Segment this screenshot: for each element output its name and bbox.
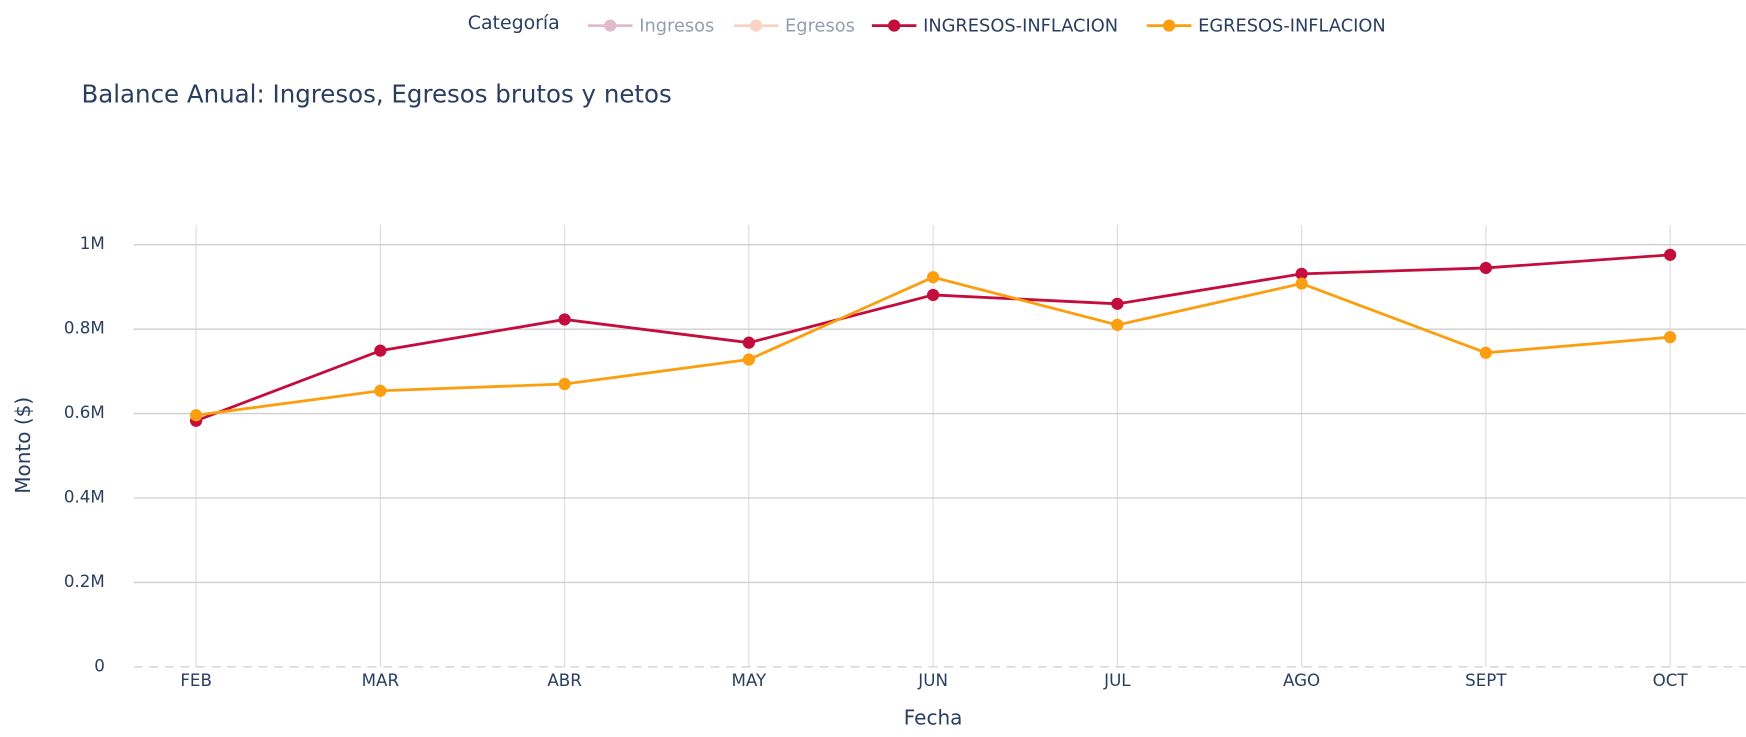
legend-item: EGRESOS-INFLACION: [1146, 16, 1386, 37]
data-point: [742, 336, 755, 349]
data-point: [189, 409, 203, 422]
x-tick-label: JUL: [1103, 671, 1131, 690]
legend-item: Ingresos: [587, 16, 714, 37]
x-tick-label: JUN: [917, 671, 948, 690]
data-point: [1111, 297, 1124, 310]
x-tick-label: OCT: [1653, 671, 1689, 690]
x-tick-label: SEPT: [1465, 671, 1507, 690]
data-point: [1663, 248, 1677, 261]
data-point: [1663, 331, 1677, 344]
legend-label: INGRESOS-INFLACION: [923, 16, 1118, 37]
data-point: [1479, 346, 1492, 359]
grid: [133, 224, 1746, 668]
legend-marker: [604, 19, 617, 32]
data-point: [558, 377, 571, 391]
data-point: [1111, 318, 1124, 332]
data-point: [742, 353, 755, 366]
legend-marker: [749, 19, 763, 32]
y-tick-label: 0.4M: [64, 488, 105, 507]
y-tick-label: 0: [94, 656, 105, 675]
data-point: [926, 271, 940, 284]
chart-title: Balance Anual: Ingresos, Egresos brutos …: [81, 80, 671, 109]
legend-item: Egresos: [733, 16, 855, 37]
x-tick-label: ABR: [547, 671, 582, 690]
data-point: [1295, 267, 1308, 280]
x-tick-label: MAY: [732, 671, 768, 690]
data-point: [558, 313, 571, 326]
data-point: [1295, 277, 1308, 290]
legend-marker: [1163, 19, 1176, 32]
data-point: [1479, 261, 1492, 275]
data-point: [374, 384, 387, 397]
data-point: [926, 288, 940, 302]
x-tick-label: FEB: [180, 671, 212, 690]
legend-label: EGRESOS-INFLACION: [1198, 16, 1386, 37]
y-axis-title: Monto ($): [11, 397, 35, 494]
y-tick-label: 0.8M: [64, 319, 105, 338]
y-tick-label: 0.2M: [64, 572, 105, 591]
legend-marker: [888, 19, 901, 32]
x-tick-label: MAR: [362, 671, 400, 690]
x-axis-title: Fecha: [904, 706, 963, 730]
data-point: [374, 344, 387, 357]
legend-item: INGRESOS-INFLACION: [871, 16, 1118, 37]
legend-label: Ingresos: [639, 16, 714, 37]
y-tick-label: 1M: [80, 234, 105, 253]
legend-title: Categoría: [468, 12, 560, 34]
legend-label: Egresos: [785, 16, 855, 37]
y-tick-label: 0.6M: [64, 403, 105, 422]
x-tick-label: AGO: [1283, 671, 1320, 690]
